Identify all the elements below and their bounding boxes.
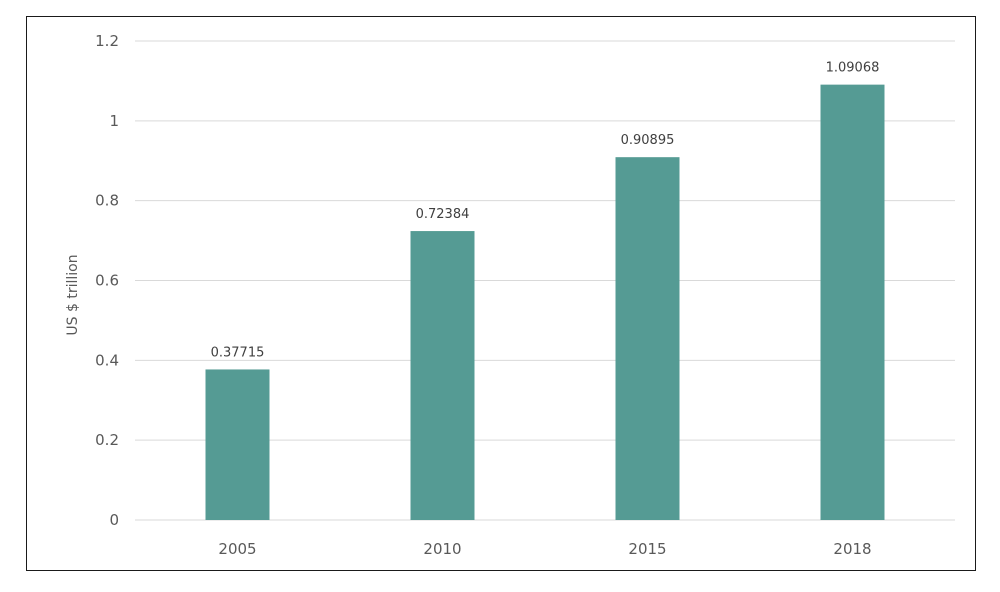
y-tick-label: 0.2 xyxy=(95,431,119,449)
y-tick-label: 0.6 xyxy=(95,272,119,290)
data-label: 0.72384 xyxy=(416,207,470,222)
x-tick-label: 2010 xyxy=(423,540,461,558)
y-axis-ticks: 0 0.2 0.4 0.6 0.8 1 1.2 xyxy=(95,32,119,529)
gridlines xyxy=(135,40,955,521)
chart-frame: 0 0.2 0.4 0.6 0.8 1 1.2 0.37715 0.72384 0.90895 1… xyxy=(26,16,976,571)
bar-chart: 0 0.2 0.4 0.6 0.8 1 1.2 0.37715 0.72384 0.90895 1… xyxy=(65,32,955,558)
x-tick-label: 2015 xyxy=(628,540,666,558)
y-tick-label: 0 xyxy=(109,511,119,529)
y-tick-label: 0.8 xyxy=(95,192,119,210)
data-labels: 0.37715 0.72384 0.90895 1.09068 xyxy=(211,61,880,361)
bar-2005 xyxy=(205,369,270,520)
x-tick-label: 2018 xyxy=(833,540,871,558)
y-tick-label: 0.4 xyxy=(95,351,119,369)
bars xyxy=(205,84,885,520)
bar-2015 xyxy=(615,157,680,520)
x-axis-ticks: 2005 2010 2015 2018 xyxy=(218,540,871,558)
bar-2010 xyxy=(410,231,475,520)
y-tick-label: 1.2 xyxy=(95,32,119,50)
data-label: 0.90895 xyxy=(621,133,675,148)
y-axis-title: US $ trillion xyxy=(65,254,81,335)
x-tick-label: 2005 xyxy=(218,540,256,558)
y-tick-label: 1 xyxy=(109,112,119,130)
data-label: 0.37715 xyxy=(211,345,265,360)
data-label: 1.09068 xyxy=(826,61,880,76)
bar-2018 xyxy=(820,84,885,520)
